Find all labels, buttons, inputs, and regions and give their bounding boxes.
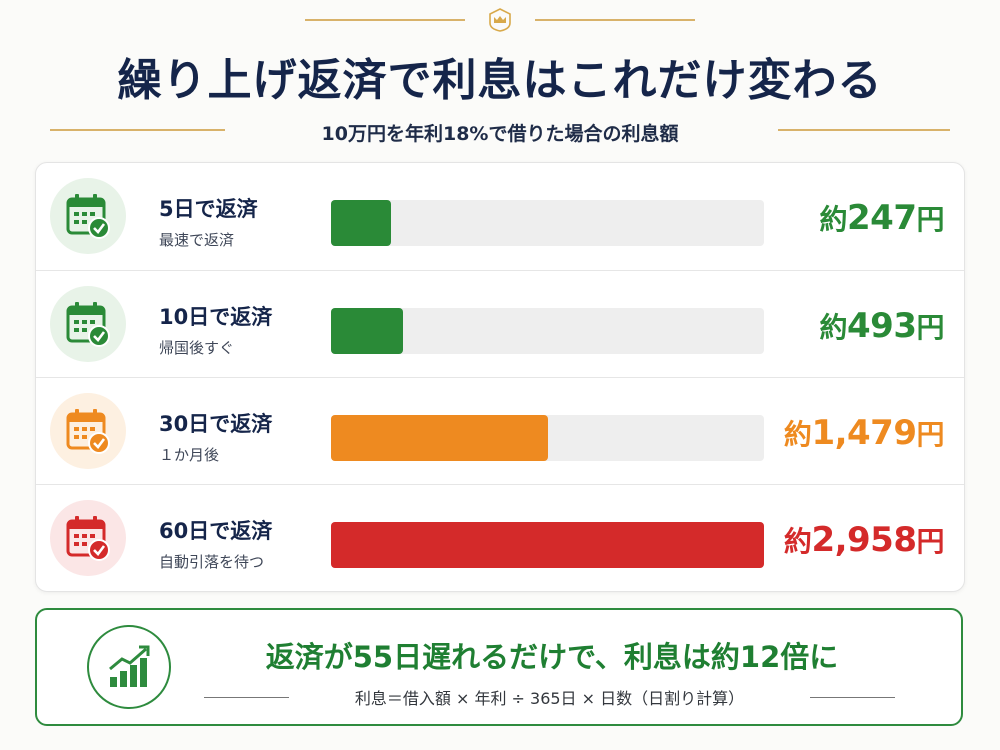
value-prefix: 約 bbox=[783, 418, 812, 451]
value-label: 約247円 bbox=[819, 198, 944, 238]
page-title: 繰り上げ返済で利息はこれだけ変わる bbox=[117, 55, 883, 106]
row-subtitle: 帰国後すぐ bbox=[159, 339, 235, 357]
value-amount: 247 bbox=[847, 198, 917, 238]
row-subtitle: 自動引落を待つ bbox=[159, 553, 265, 571]
subtitle-rule-left bbox=[50, 129, 225, 131]
value-label: 約2,958円 bbox=[783, 520, 945, 560]
growth-chart-icon bbox=[87, 625, 171, 709]
header-rule-right bbox=[535, 19, 695, 21]
row-subtitle: 最速で返済 bbox=[159, 231, 235, 249]
bar-track bbox=[331, 308, 764, 354]
value-prefix: 約 bbox=[783, 525, 812, 558]
bar bbox=[331, 415, 548, 461]
interest-chart-card: 5日で返済 最速で返済 約247円 10日で返済 帰国後すぐ 約493円 30日… bbox=[35, 162, 965, 592]
value-label: 約1,479円 bbox=[783, 413, 945, 453]
value-unit: 円 bbox=[916, 203, 944, 236]
chart-row: 30日で返済 １か月後 約1,479円 bbox=[36, 377, 964, 483]
value-amount: 2,958 bbox=[811, 520, 917, 560]
chart-subtitle: 10万円を年利18%で借りた場合の利息額 bbox=[321, 123, 679, 145]
row-title: 60日で返済 bbox=[159, 519, 273, 543]
crown-icon bbox=[489, 8, 511, 32]
bar bbox=[331, 308, 404, 354]
banner-headline: 返済が55日遅れるだけで、利息は約12倍に bbox=[265, 640, 839, 674]
subtitle-rule-right bbox=[778, 129, 950, 131]
summary-banner: 返済が55日遅れるだけで、利息は約12倍に 利息＝借入額 × 年利 ÷ 365日… bbox=[35, 608, 963, 726]
bar bbox=[331, 522, 764, 568]
row-title: 30日で返済 bbox=[159, 412, 273, 436]
bar-track bbox=[331, 522, 764, 568]
calendar-check-icon bbox=[50, 393, 126, 469]
calendar-check-icon bbox=[50, 500, 126, 576]
calendar-check-icon bbox=[50, 286, 126, 362]
value-amount: 1,479 bbox=[811, 413, 917, 453]
bar bbox=[331, 200, 391, 246]
value-amount: 493 bbox=[847, 306, 917, 346]
header-rule-left bbox=[305, 19, 465, 21]
bar-track bbox=[331, 415, 764, 461]
bar-track bbox=[331, 200, 764, 246]
value-unit: 円 bbox=[916, 525, 944, 558]
formula-rule-left bbox=[204, 697, 289, 698]
value-prefix: 約 bbox=[819, 203, 847, 236]
row-title: 10日で返済 bbox=[159, 305, 273, 329]
chart-row: 60日で返済 自動引落を待つ 約2,958円 bbox=[36, 484, 964, 590]
row-subtitle: １か月後 bbox=[159, 446, 220, 464]
formula-rule-right bbox=[810, 697, 895, 698]
value-prefix: 約 bbox=[819, 311, 847, 344]
value-unit: 円 bbox=[916, 418, 944, 451]
row-title: 5日で返済 bbox=[159, 197, 258, 221]
chart-row: 10日で返済 帰国後すぐ 約493円 bbox=[36, 270, 964, 376]
calendar-check-icon bbox=[50, 178, 126, 254]
formula-text: 利息＝借入額 × 年利 ÷ 365日 × 日数（日割り計算） bbox=[354, 689, 745, 708]
chart-row: 5日で返済 最速で返済 約247円 bbox=[36, 163, 964, 269]
value-label: 約493円 bbox=[819, 306, 944, 346]
value-unit: 円 bbox=[916, 311, 944, 344]
